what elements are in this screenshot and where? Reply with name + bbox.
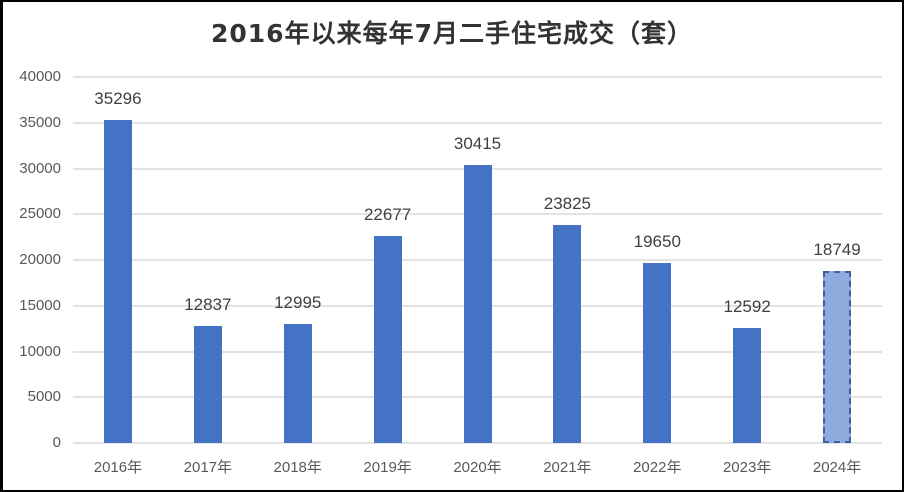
value-label: 30415 [453, 133, 502, 153]
bar-2023 [733, 327, 762, 443]
value-label: 35296 [94, 89, 142, 109]
bar-2022 [643, 263, 672, 443]
x-tick-label: 2018年 [273, 459, 322, 476]
y-tick-label: 0 [52, 434, 61, 451]
gridline [73, 442, 882, 444]
y-tick-label: 20000 [19, 251, 61, 268]
x-tick-label: 2016年 [93, 459, 143, 476]
x-tick-label: 2021年 [543, 459, 592, 476]
x-tick-label: 2023年 [722, 459, 772, 476]
y-tick-label: 5000 [27, 388, 61, 406]
value-label: 18749 [813, 240, 861, 260]
bar-2018 [283, 324, 312, 443]
y-tick-label: 15000 [19, 296, 61, 314]
bar-2024 [823, 271, 852, 443]
value-label: 12592 [723, 296, 771, 316]
value-label: 12995 [274, 293, 322, 313]
x-tick-label: 2024年 [812, 459, 862, 476]
gridline [73, 121, 882, 124]
gridline [73, 76, 882, 78]
bar-2020 [463, 164, 492, 443]
value-label: 12837 [184, 294, 232, 314]
x-tick-label: 2019年 [363, 459, 412, 476]
y-tick-label: 40000 [19, 68, 61, 85]
bar-2021 [553, 225, 582, 443]
y-tick-label: 10000 [19, 342, 61, 360]
chart-title: 2016年以来每年7月二手住宅成交（套） [211, 19, 693, 48]
y-tick-label: 30000 [19, 159, 61, 177]
value-label: 19650 [633, 232, 681, 252]
bar-2019 [373, 235, 402, 443]
bar-2016 [103, 120, 132, 443]
x-tick-label: 2022年 [633, 459, 682, 476]
value-label: 22677 [363, 204, 412, 224]
y-tick-label: 35000 [19, 113, 61, 131]
x-tick-label: 2017年 [183, 459, 233, 476]
x-tick-label: 2020年 [453, 459, 502, 476]
value-label: 23825 [543, 194, 592, 213]
bar-2017 [193, 325, 222, 443]
y-tick-label: 25000 [19, 205, 61, 223]
